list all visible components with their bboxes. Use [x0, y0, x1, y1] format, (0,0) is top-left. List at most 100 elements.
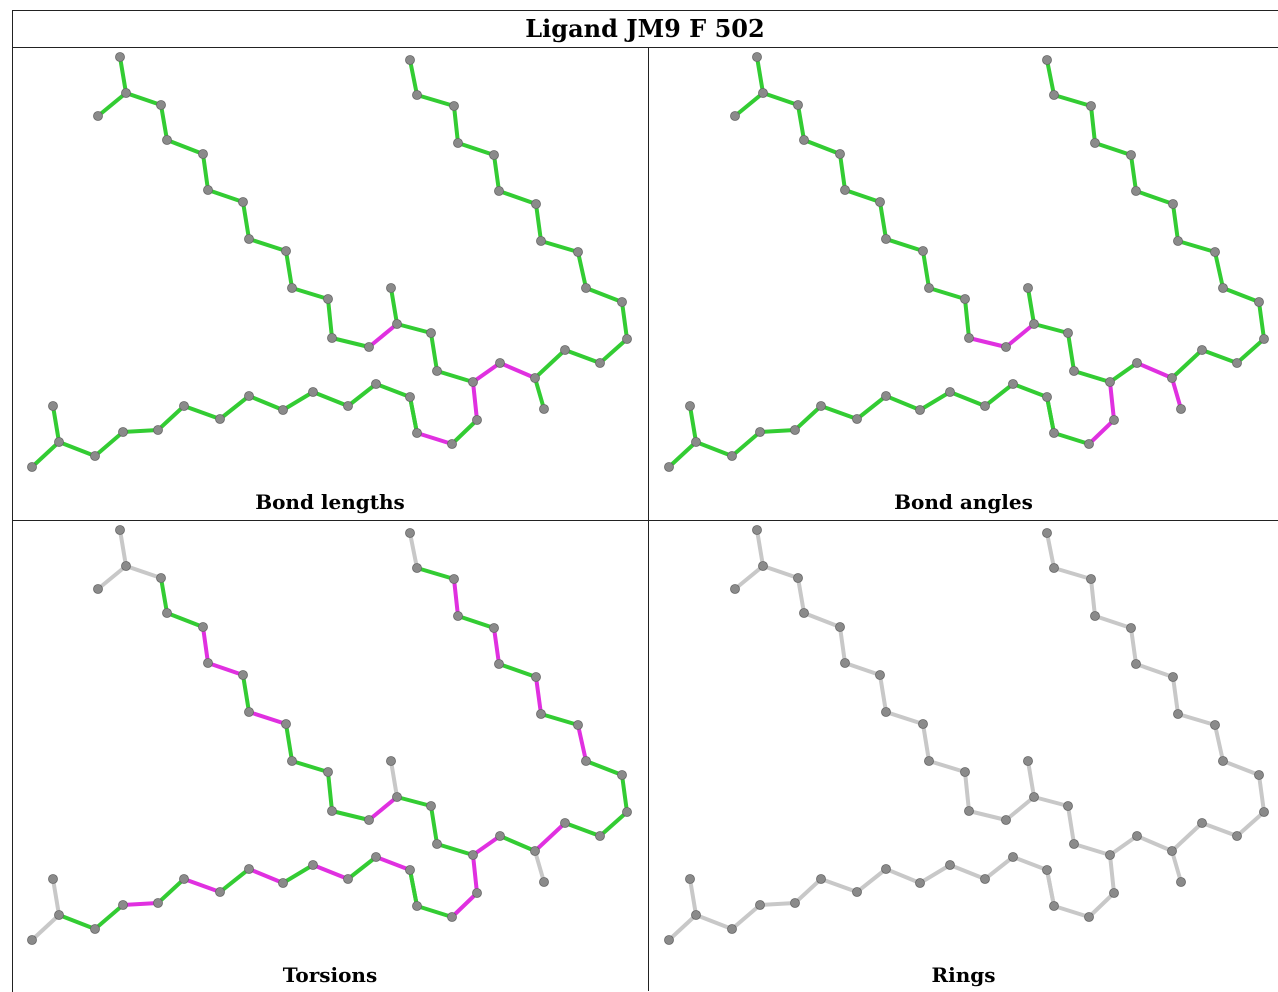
bond — [1026, 759, 1036, 799]
bond — [667, 440, 698, 469]
bond — [963, 770, 971, 813]
bond — [539, 239, 580, 254]
atom — [1254, 297, 1264, 307]
atom — [852, 414, 862, 424]
bond — [793, 404, 823, 432]
atom — [179, 401, 189, 411]
atom — [1090, 138, 1100, 148]
bond — [534, 675, 543, 716]
bond — [1011, 855, 1049, 872]
bond — [843, 188, 882, 204]
atom — [118, 900, 128, 910]
atom — [468, 850, 478, 860]
atom — [432, 839, 442, 849]
bond — [452, 577, 460, 618]
horizontal-divider — [12, 520, 1278, 521]
panel-caption: Bond angles — [894, 490, 1033, 514]
atom — [405, 865, 415, 875]
atom — [156, 573, 166, 583]
bond — [855, 867, 888, 894]
bond — [1052, 904, 1091, 919]
bond — [1089, 104, 1097, 145]
bond — [620, 300, 629, 341]
atom — [945, 387, 955, 397]
bond — [1257, 773, 1266, 814]
bond — [159, 576, 169, 615]
bond — [819, 404, 859, 421]
bond — [415, 566, 456, 581]
bond — [156, 404, 186, 432]
bond — [218, 394, 251, 421]
atom — [27, 935, 37, 945]
bond — [206, 661, 245, 677]
bond — [1221, 759, 1261, 777]
atom — [1109, 888, 1119, 898]
atom — [93, 111, 103, 121]
atom — [752, 52, 762, 62]
atom — [1084, 439, 1094, 449]
bond — [1108, 834, 1139, 857]
bond — [1045, 868, 1056, 908]
bond — [533, 376, 546, 411]
bond — [1093, 141, 1133, 157]
atom — [918, 719, 928, 729]
panel-bond-lengths: Bond lengths — [12, 48, 648, 520]
atom — [560, 345, 570, 355]
atom — [121, 561, 131, 571]
atom — [48, 874, 58, 884]
atom — [1042, 865, 1052, 875]
atom — [1197, 818, 1207, 828]
bond — [927, 286, 967, 301]
atom — [412, 428, 422, 438]
atom — [281, 719, 291, 729]
atom — [581, 756, 591, 766]
atom — [752, 525, 762, 535]
atom — [1049, 563, 1059, 573]
atom — [153, 898, 163, 908]
bond — [408, 868, 419, 908]
bond — [456, 614, 496, 630]
atom — [758, 561, 768, 571]
atom — [1042, 55, 1052, 65]
bond — [1170, 348, 1204, 380]
bond — [1052, 566, 1093, 581]
bond — [563, 821, 602, 838]
atom — [405, 55, 415, 65]
atom — [27, 462, 37, 472]
atom — [1168, 672, 1178, 682]
atom — [1023, 756, 1033, 766]
bond — [346, 855, 378, 881]
bond — [802, 611, 842, 629]
atom — [489, 623, 499, 633]
atom — [1084, 912, 1094, 922]
bond — [389, 759, 399, 799]
bond — [1129, 153, 1138, 193]
atom — [156, 100, 166, 110]
atom — [835, 622, 845, 632]
bond — [182, 877, 222, 894]
bond — [408, 58, 419, 97]
atom — [1049, 901, 1059, 911]
bond — [165, 138, 205, 156]
bond — [471, 361, 502, 384]
bond — [534, 202, 543, 243]
bond — [1004, 322, 1036, 349]
atom — [1126, 623, 1136, 633]
bond — [1171, 675, 1180, 716]
atom — [1029, 792, 1039, 802]
atom — [691, 910, 701, 920]
bond — [492, 153, 501, 193]
atom — [115, 52, 125, 62]
atom — [472, 415, 482, 425]
bond — [408, 531, 419, 570]
bond — [201, 625, 210, 665]
bond — [247, 237, 288, 253]
ligand-structure-bond-angles — [664, 52, 1269, 472]
bond — [838, 625, 847, 665]
bond — [730, 903, 762, 931]
bond — [330, 809, 371, 822]
bond — [598, 810, 629, 838]
bond — [1089, 577, 1097, 618]
bond — [819, 877, 859, 894]
atom — [392, 319, 402, 329]
